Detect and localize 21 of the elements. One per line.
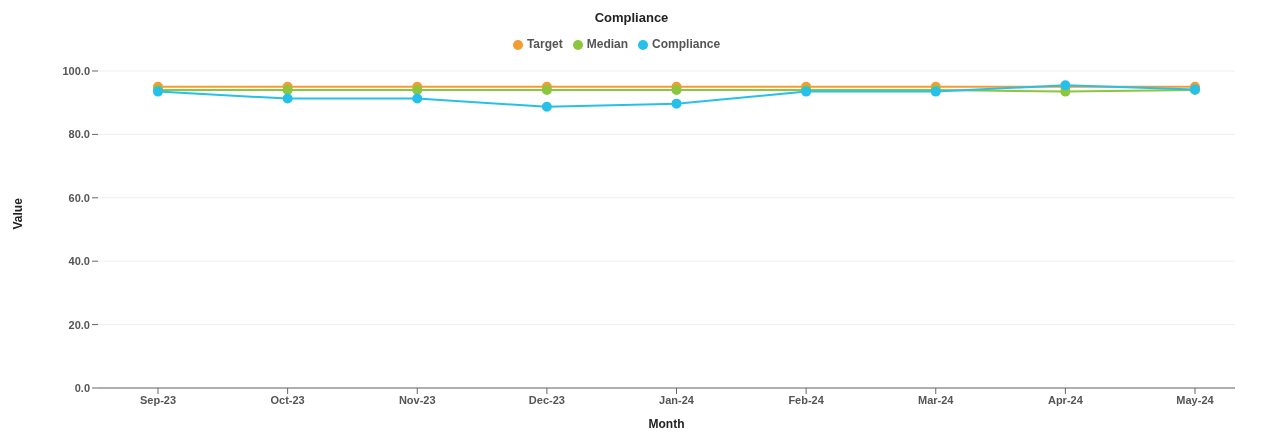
y-tick-label: 60.0 (68, 191, 90, 204)
x-axis-title: Month (648, 417, 685, 431)
x-tick-label: Oct-23 (270, 393, 305, 406)
legend-label: Target (526, 37, 563, 51)
x-tick-label: Dec-23 (528, 393, 565, 406)
x-tick-label: Feb-24 (788, 393, 825, 406)
x-tick-label: Jan-24 (659, 393, 695, 406)
x-tick-label: Sep-23 (139, 393, 177, 406)
y-axis-title: Value (11, 197, 26, 230)
y-tick-label: 20.0 (68, 318, 90, 331)
x-tick-label: Mar-24 (918, 393, 955, 406)
y-tick-label: 40.0 (68, 255, 90, 268)
x-tick-label: May-24 (1176, 393, 1215, 406)
x-tick-label: Nov-23 (398, 393, 436, 406)
y-tick-label: 80.0 (68, 128, 90, 141)
y-tick-label: 100.0 (62, 64, 90, 77)
legend-label: Median (586, 37, 629, 51)
x-tick-label: Apr-24 (1047, 393, 1084, 406)
legend-label: Compliance (652, 37, 721, 51)
chart-title: Compliance (593, 9, 670, 27)
y-tick-label: 0.0 (74, 381, 90, 394)
